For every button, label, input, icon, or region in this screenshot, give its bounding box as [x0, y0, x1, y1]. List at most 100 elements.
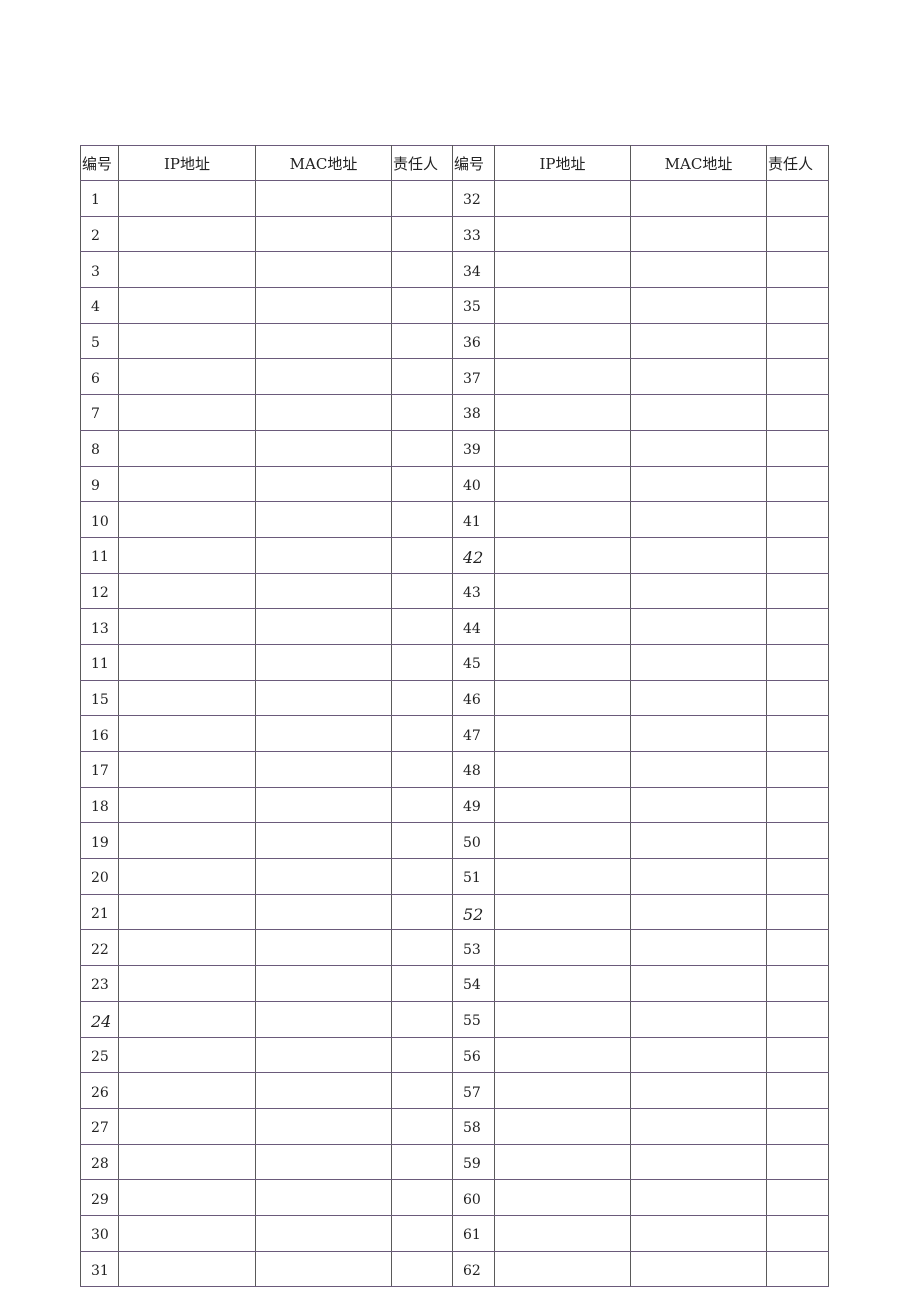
ip-address-cell[interactable] [118, 1214, 256, 1252]
ip-address-cell[interactable] [494, 1179, 631, 1216]
mac-address-cell[interactable] [255, 679, 392, 717]
owner-cell[interactable] [766, 679, 829, 717]
owner-cell[interactable] [766, 1000, 829, 1038]
owner-cell[interactable] [766, 215, 829, 253]
owner-cell[interactable] [391, 429, 453, 467]
owner-cell[interactable] [391, 394, 453, 431]
mac-address-cell[interactable] [255, 1036, 392, 1074]
mac-address-cell[interactable] [255, 1214, 392, 1252]
ip-address-cell[interactable] [494, 322, 631, 360]
owner-cell[interactable] [391, 893, 453, 931]
mac-address-cell[interactable] [630, 322, 767, 360]
owner-cell[interactable] [391, 287, 453, 324]
ip-address-cell[interactable] [494, 1000, 631, 1038]
mac-address-cell[interactable] [630, 465, 767, 503]
mac-address-cell[interactable] [630, 1036, 767, 1074]
owner-cell[interactable] [766, 643, 829, 681]
ip-address-cell[interactable] [118, 1000, 256, 1038]
owner-cell[interactable] [391, 858, 453, 895]
owner-cell[interactable] [766, 322, 829, 360]
mac-address-cell[interactable] [630, 287, 767, 324]
mac-address-cell[interactable] [255, 215, 392, 253]
mac-address-cell[interactable] [255, 501, 392, 538]
owner-cell[interactable] [766, 1250, 829, 1288]
ip-address-cell[interactable] [118, 180, 256, 217]
ip-address-cell[interactable] [118, 358, 256, 396]
ip-address-cell[interactable] [494, 1036, 631, 1074]
owner-cell[interactable] [766, 251, 829, 289]
ip-address-cell[interactable] [118, 572, 256, 610]
mac-address-cell[interactable] [255, 465, 392, 503]
owner-cell[interactable] [766, 858, 829, 895]
owner-cell[interactable] [391, 215, 453, 253]
owner-cell[interactable] [391, 501, 453, 538]
mac-address-cell[interactable] [630, 215, 767, 253]
ip-address-cell[interactable] [494, 751, 631, 788]
ip-address-cell[interactable] [494, 465, 631, 503]
mac-address-cell[interactable] [630, 536, 767, 574]
ip-address-cell[interactable] [118, 536, 256, 574]
ip-address-cell[interactable] [494, 893, 631, 931]
mac-address-cell[interactable] [630, 893, 767, 931]
mac-address-cell[interactable] [630, 394, 767, 431]
ip-address-cell[interactable] [494, 1072, 631, 1109]
mac-address-cell[interactable] [630, 1250, 767, 1288]
owner-cell[interactable] [766, 929, 829, 967]
mac-address-cell[interactable] [630, 429, 767, 467]
ip-address-cell[interactable] [494, 536, 631, 574]
ip-address-cell[interactable] [494, 965, 631, 1002]
owner-cell[interactable] [391, 1107, 453, 1145]
mac-address-cell[interactable] [630, 929, 767, 967]
mac-address-cell[interactable] [630, 965, 767, 1002]
ip-address-cell[interactable] [118, 1250, 256, 1288]
owner-cell[interactable] [766, 965, 829, 1002]
mac-address-cell[interactable] [630, 1214, 767, 1252]
owner-cell[interactable] [766, 394, 829, 431]
ip-address-cell[interactable] [494, 1250, 631, 1288]
owner-cell[interactable] [766, 1143, 829, 1181]
owner-cell[interactable] [766, 893, 829, 931]
owner-cell[interactable] [391, 1214, 453, 1252]
ip-address-cell[interactable] [118, 1179, 256, 1216]
owner-cell[interactable] [391, 1179, 453, 1216]
mac-address-cell[interactable] [630, 1000, 767, 1038]
ip-address-cell[interactable] [494, 608, 631, 645]
mac-address-cell[interactable] [630, 608, 767, 645]
owner-cell[interactable] [766, 1107, 829, 1145]
owner-cell[interactable] [391, 965, 453, 1002]
owner-cell[interactable] [391, 822, 453, 860]
mac-address-cell[interactable] [255, 893, 392, 931]
ip-address-cell[interactable] [118, 929, 256, 967]
ip-address-cell[interactable] [118, 1143, 256, 1181]
mac-address-cell[interactable] [255, 1143, 392, 1181]
ip-address-cell[interactable] [118, 643, 256, 681]
ip-address-cell[interactable] [118, 465, 256, 503]
mac-address-cell[interactable] [255, 180, 392, 217]
ip-address-cell[interactable] [118, 215, 256, 253]
owner-cell[interactable] [391, 251, 453, 289]
owner-cell[interactable] [766, 608, 829, 645]
owner-cell[interactable] [391, 572, 453, 610]
mac-address-cell[interactable] [255, 786, 392, 824]
ip-address-cell[interactable] [494, 1107, 631, 1145]
mac-address-cell[interactable] [255, 1000, 392, 1038]
owner-cell[interactable] [391, 465, 453, 503]
ip-address-cell[interactable] [118, 322, 256, 360]
owner-cell[interactable] [766, 1214, 829, 1252]
ip-address-cell[interactable] [118, 965, 256, 1002]
owner-cell[interactable] [391, 358, 453, 396]
owner-cell[interactable] [391, 643, 453, 681]
ip-address-cell[interactable] [494, 394, 631, 431]
ip-address-cell[interactable] [494, 287, 631, 324]
owner-cell[interactable] [391, 715, 453, 752]
mac-address-cell[interactable] [255, 965, 392, 1002]
ip-address-cell[interactable] [118, 287, 256, 324]
mac-address-cell[interactable] [255, 1250, 392, 1288]
owner-cell[interactable] [766, 536, 829, 574]
ip-address-cell[interactable] [494, 786, 631, 824]
ip-address-cell[interactable] [494, 358, 631, 396]
mac-address-cell[interactable] [630, 180, 767, 217]
mac-address-cell[interactable] [255, 822, 392, 860]
mac-address-cell[interactable] [630, 679, 767, 717]
ip-address-cell[interactable] [118, 858, 256, 895]
